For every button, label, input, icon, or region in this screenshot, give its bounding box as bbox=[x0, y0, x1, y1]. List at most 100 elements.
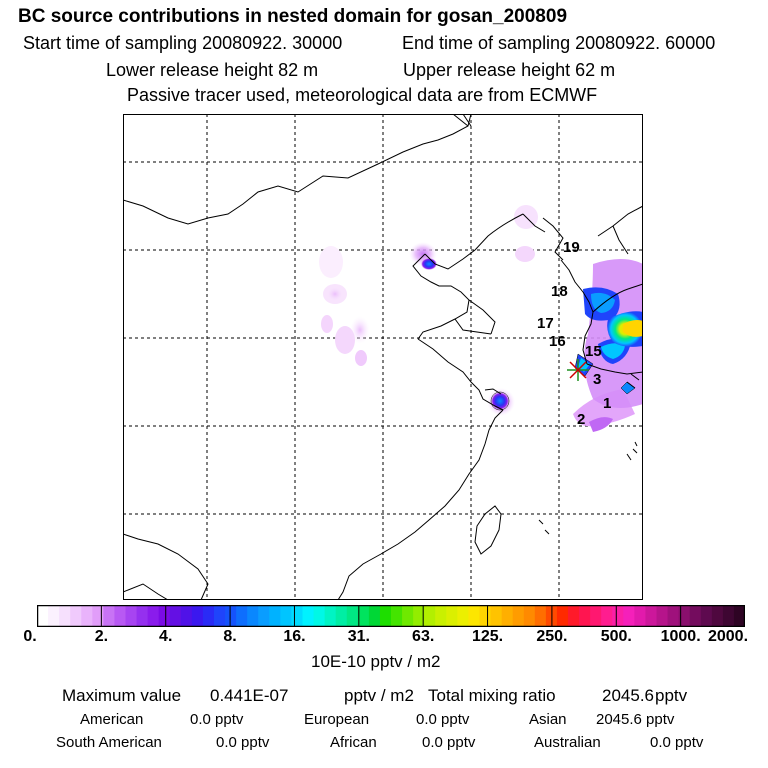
colorbar-swatch bbox=[214, 605, 226, 627]
station-label-16: 16 bbox=[549, 333, 566, 350]
station-label-1: 1 bbox=[603, 395, 611, 412]
colorbar-tick-label: 2000. bbox=[707, 628, 749, 645]
colorbar-swatch bbox=[324, 605, 337, 627]
region-american-label: American bbox=[80, 711, 144, 728]
colorbar-frame bbox=[37, 605, 745, 627]
region-european-label: European bbox=[304, 711, 370, 728]
colorbar-tick-label: 2. bbox=[94, 628, 109, 645]
colorbar-swatch bbox=[413, 605, 425, 627]
coast-yangtze bbox=[484, 388, 502, 395]
star-ray bbox=[569, 361, 587, 379]
station-label-3: 3 bbox=[593, 371, 601, 388]
colorbar-tick-label: 500. bbox=[600, 628, 632, 645]
colorbar-swatch bbox=[191, 605, 204, 627]
coast-line bbox=[626, 381, 636, 389]
colorbar-swatch bbox=[114, 605, 127, 627]
colorbar-swatch bbox=[357, 605, 370, 627]
colorbar-tick-labels: 0. 2. 4. 8. 16. 31. 63. 125. 250. 500. 1000. 2000. bbox=[0, 628, 768, 648]
colorbar-swatch bbox=[501, 605, 514, 627]
concentration-field bbox=[319, 205, 643, 432]
colorbar-swatch bbox=[490, 605, 503, 627]
colorbar-unit-label: 10E-10 pptv / m2 bbox=[311, 652, 441, 671]
colorbar-swatch bbox=[468, 605, 481, 627]
colorbar-swatch bbox=[236, 605, 248, 627]
colorbar-swatch bbox=[269, 605, 281, 627]
colorbar-swatch bbox=[700, 605, 713, 627]
colorbar-swatch bbox=[523, 605, 536, 627]
colorbar-swatch bbox=[37, 605, 49, 627]
colorbar-swatch bbox=[291, 605, 304, 627]
station-label-18: 18 bbox=[551, 283, 568, 300]
max-value: 0.441E-07 bbox=[210, 686, 289, 705]
coast-shandong bbox=[468, 299, 496, 335]
colorbar-swatch bbox=[446, 605, 458, 627]
colorbar-tick-label: 63. bbox=[412, 628, 435, 645]
colorbar-swatch bbox=[368, 605, 381, 627]
region-australian-label: Australian bbox=[534, 734, 601, 751]
colorbar-tick-label: 125. bbox=[471, 628, 504, 645]
total-mixing-unit: pptv bbox=[655, 686, 688, 705]
map-svg: 19 18 17 16 15 3 1 2 bbox=[123, 114, 643, 600]
region-asian-value: 2045.6 pptv bbox=[596, 711, 675, 728]
colorbar-swatch bbox=[457, 605, 470, 627]
colorbar-swatch bbox=[678, 605, 691, 627]
region-south-american-value: 0.0 pptv bbox=[216, 734, 270, 751]
coast-russia bbox=[597, 205, 643, 237]
coast-bohai bbox=[412, 253, 470, 340]
max-value-label: Maximum value bbox=[62, 686, 182, 705]
plume-spot bbox=[350, 316, 370, 344]
plume-spot bbox=[589, 417, 613, 432]
chart-title: BC source contributions in nested domain… bbox=[18, 6, 568, 27]
island bbox=[538, 519, 544, 525]
colorbar-swatch bbox=[103, 605, 116, 627]
colorbar-swatch bbox=[379, 605, 392, 627]
region-african-label: African bbox=[330, 734, 377, 751]
colorbar-tick-label: 0. bbox=[23, 628, 37, 645]
region-american-value: 0.0 pptv bbox=[190, 711, 244, 728]
map-panel: 19 18 17 16 15 3 1 2 bbox=[123, 114, 643, 600]
colorbar-swatch bbox=[202, 605, 215, 627]
region-asian-label: Asian bbox=[529, 711, 567, 728]
coast-japan bbox=[630, 373, 640, 381]
colorbar-swatch bbox=[302, 605, 315, 627]
seoul-core bbox=[623, 320, 643, 337]
colorbar-swatch bbox=[147, 605, 160, 627]
colorbar-swatch bbox=[722, 605, 735, 627]
coast-yalu bbox=[542, 217, 564, 261]
colorbar-swatch bbox=[634, 605, 647, 627]
colorbar-swatch bbox=[59, 605, 71, 627]
coast-south-china bbox=[337, 409, 504, 600]
colorbar-swatch bbox=[92, 605, 104, 627]
colorbar-swatch bbox=[247, 605, 259, 627]
colorbar-swatch bbox=[601, 605, 613, 627]
tracer-note: Passive tracer used, meteorological data… bbox=[127, 85, 598, 105]
coast-line bbox=[612, 225, 629, 255]
region-south-american-label: South American bbox=[56, 734, 162, 751]
plume-spot bbox=[335, 326, 355, 354]
colorbar-swatch bbox=[612, 605, 624, 627]
colorbar-swatch bbox=[568, 605, 580, 627]
colorbar-swatch bbox=[424, 605, 436, 627]
total-mixing-label: Total mixing ratio bbox=[428, 686, 556, 705]
plume-core bbox=[601, 343, 625, 359]
coast-liaodong bbox=[424, 213, 524, 270]
colorbar-swatch bbox=[346, 605, 359, 627]
coast-korea-west bbox=[560, 259, 594, 365]
colorbar-tick-label: 8. bbox=[223, 628, 237, 645]
colorbar-swatch bbox=[590, 605, 602, 627]
coast-jiangsu bbox=[417, 338, 504, 411]
coast-line bbox=[522, 213, 546, 233]
taiwan bbox=[474, 505, 502, 555]
colorbar-swatch bbox=[534, 605, 547, 627]
tianjin-core bbox=[421, 258, 437, 270]
start-time-label: Start time of sampling 20080922. 30000 bbox=[23, 33, 343, 53]
colorbar-swatch bbox=[280, 605, 293, 627]
colorbar-swatch bbox=[556, 605, 569, 627]
colorbar-swatch bbox=[136, 605, 149, 627]
coast-shandong-south bbox=[454, 318, 492, 335]
island bbox=[632, 448, 638, 454]
upper-release-label: Upper release height 62 m bbox=[403, 60, 616, 80]
colorbar-swatch bbox=[70, 605, 82, 627]
colorbar bbox=[37, 605, 745, 627]
hebei-plume bbox=[326, 286, 344, 302]
